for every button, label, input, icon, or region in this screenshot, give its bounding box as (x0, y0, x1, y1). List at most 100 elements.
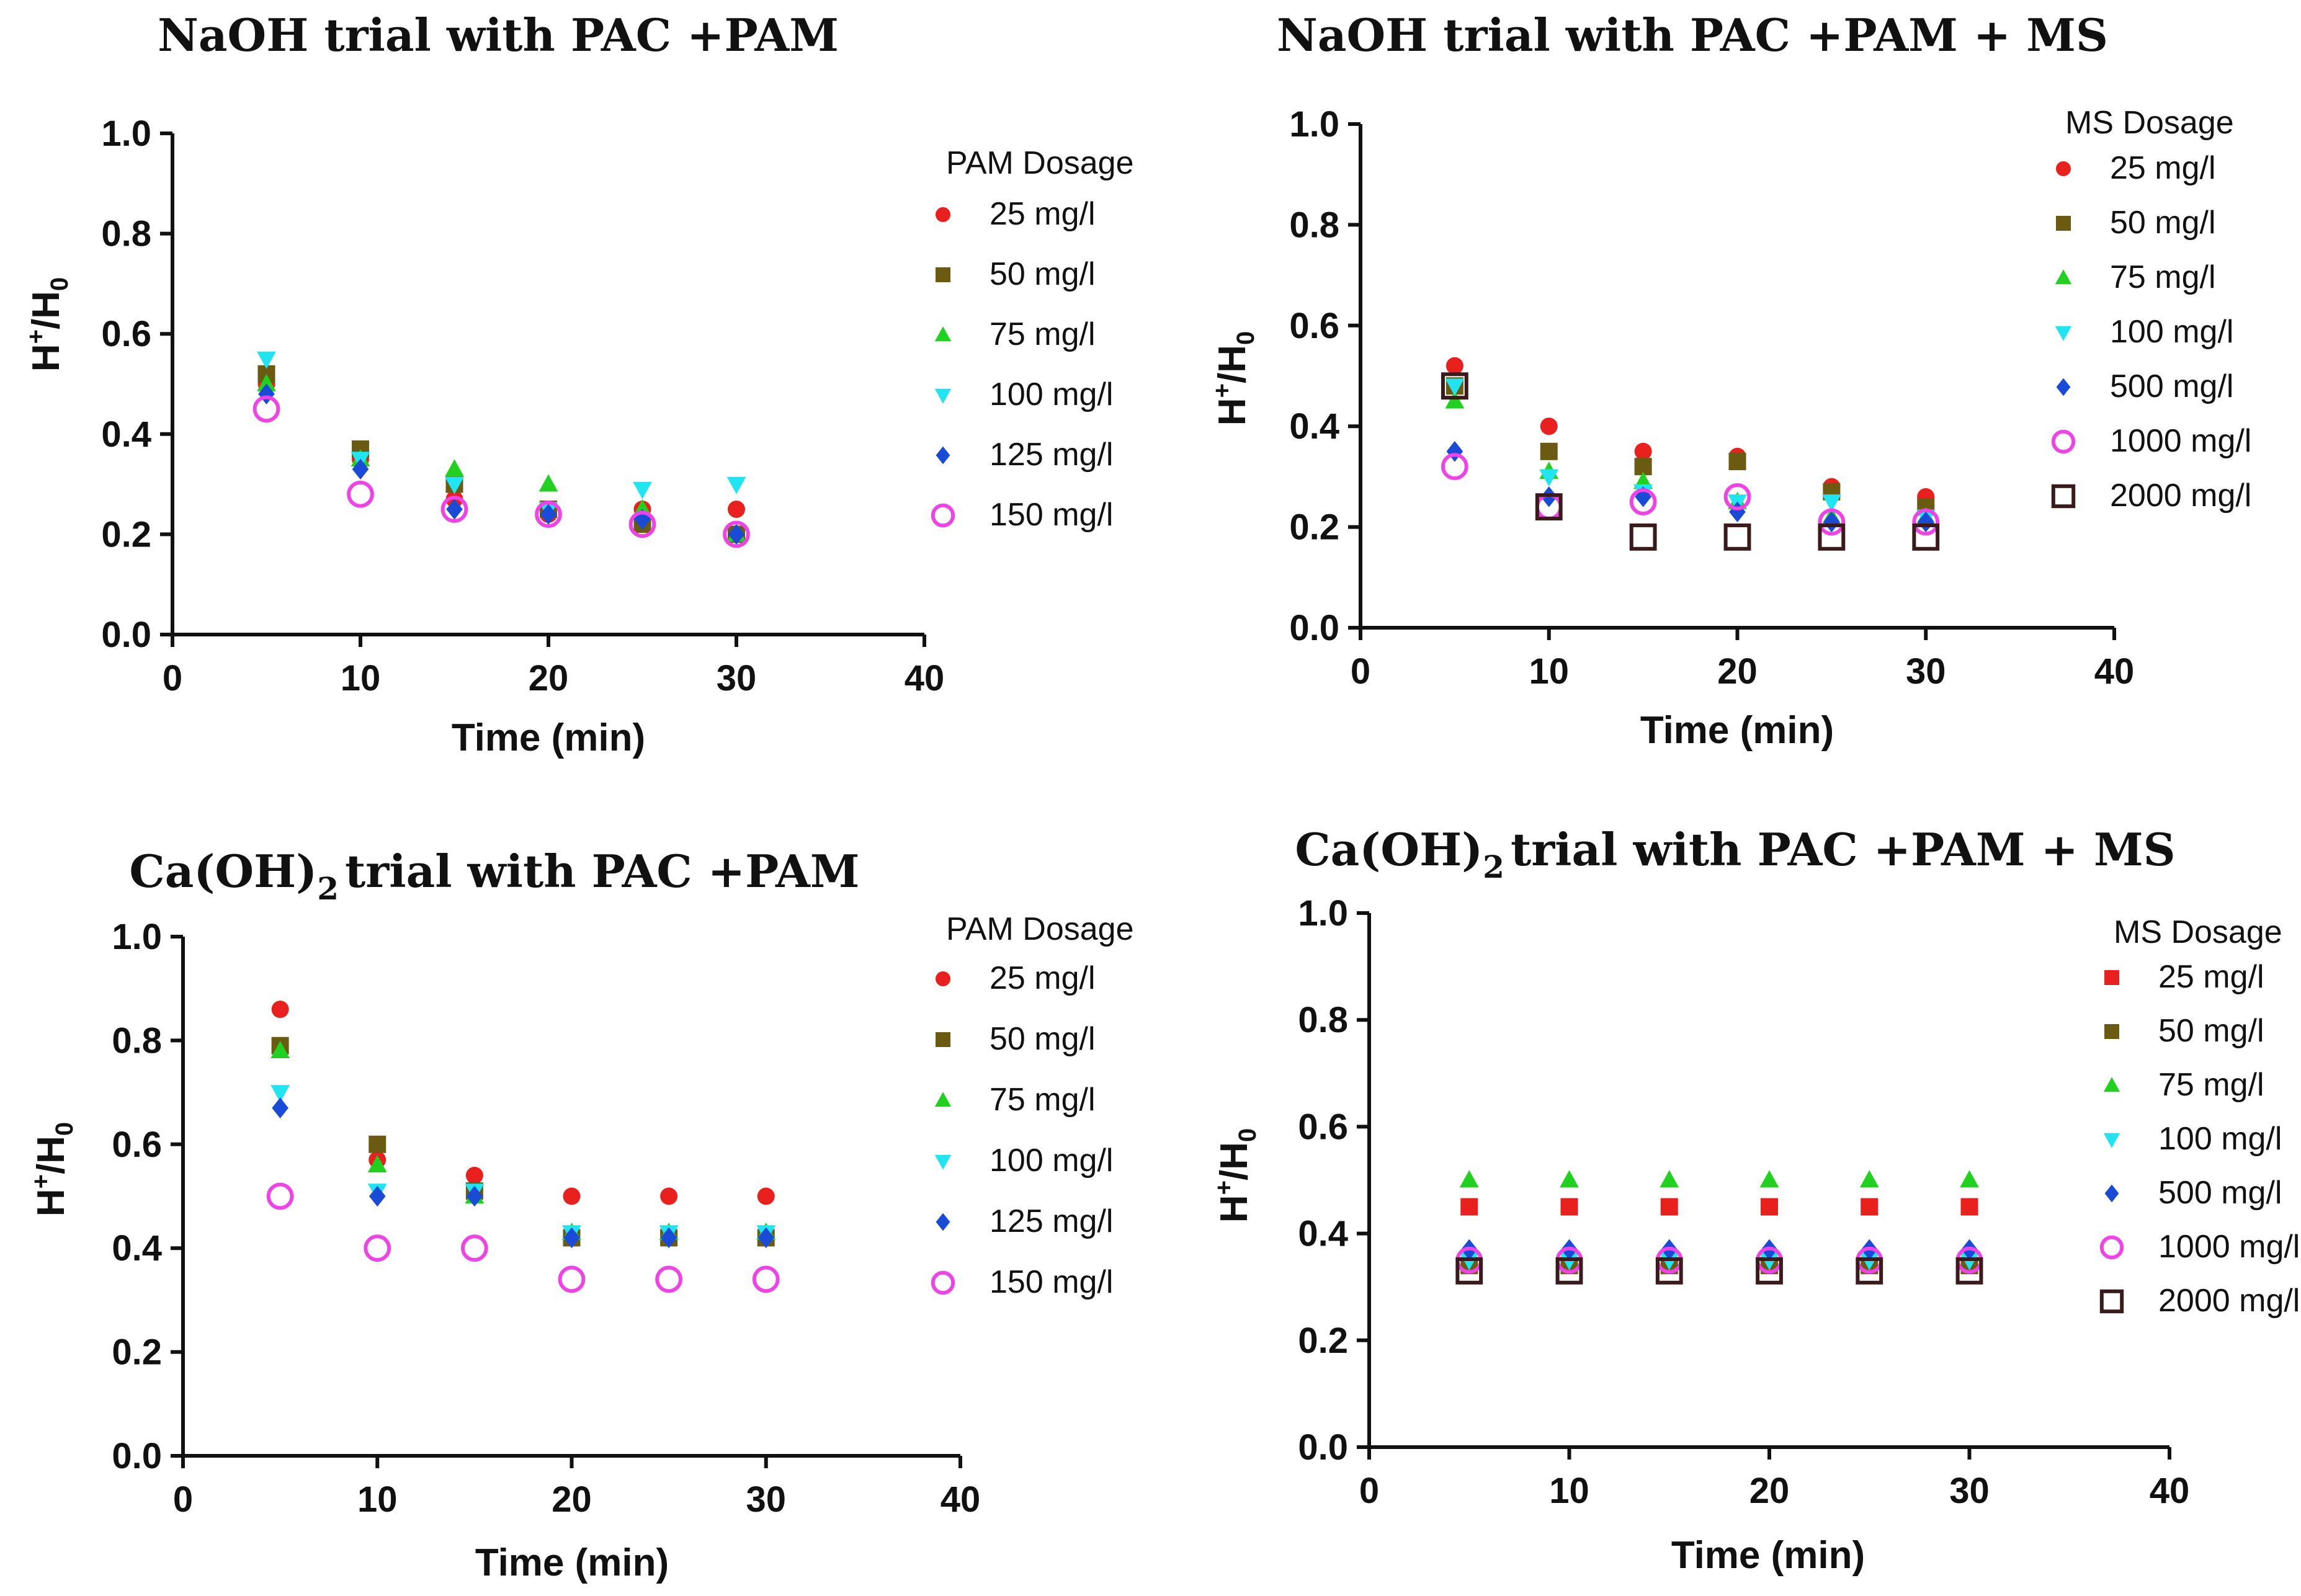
legend-entry: 50 mg/l (990, 1021, 1096, 1057)
x-tick-label: 20 (1749, 1471, 1790, 1511)
data-point (1560, 1198, 1578, 1216)
legend-entry: 500 mg/l (2158, 1175, 2282, 1211)
x-tick-label: 30 (1906, 651, 1946, 692)
y-axis-label: H+/H0 (1210, 1128, 1261, 1223)
data-point (628, 510, 656, 538)
ticks: 0 10 20 30 40 0.0 0.2 0.4 0.6 0.8 1.0 (1298, 893, 2189, 1511)
legend-marker (936, 446, 950, 465)
data-point (257, 373, 276, 391)
panel-title: Ca(OH)2 trial with PAC +PAM + MS (1295, 823, 2175, 885)
legend-entry: 100 mg/l (2110, 314, 2233, 350)
series-25-mgl (257, 375, 745, 524)
data-point (1455, 1257, 1483, 1285)
legend-marker (931, 503, 955, 528)
data-point (538, 474, 558, 492)
data-point (272, 1097, 288, 1119)
legend-marker (2055, 269, 2072, 285)
data-point (1655, 1257, 1683, 1285)
data-point (757, 1227, 775, 1249)
legend-entry: 75 mg/l (990, 1082, 1096, 1118)
legend-entry: 500 mg/l (2110, 368, 2233, 404)
data-point (728, 524, 745, 545)
y-tick-label: 1.0 (1289, 104, 1339, 145)
data-point (270, 1085, 290, 1103)
data-point (1821, 494, 1841, 512)
x-tick-label: 30 (746, 1479, 786, 1520)
y-tick-label: 0.4 (101, 414, 151, 455)
series-50-mgl (1445, 377, 1935, 516)
data-point (1723, 523, 1751, 551)
series-1000-mgl (1455, 1246, 1983, 1274)
data-point (1756, 1257, 1783, 1285)
data-point (1539, 469, 1559, 487)
y-tick-label: 0.8 (101, 214, 151, 254)
data-point (440, 496, 468, 523)
data-point (1859, 1170, 1879, 1188)
legend-marker (934, 1154, 952, 1170)
data-point (752, 1265, 780, 1293)
data-point (1759, 1252, 1779, 1270)
legend-marker (934, 326, 952, 342)
legend-title: MS Dosage (2065, 105, 2234, 141)
data-point (1912, 523, 1940, 551)
data-point (460, 1234, 488, 1262)
data-point (445, 476, 464, 494)
data-point (660, 1227, 677, 1249)
x-tick-label: 20 (552, 1479, 592, 1520)
data-point (364, 1234, 391, 1262)
legend-entry: 125 mg/l (990, 437, 1113, 473)
data-point (1459, 1170, 1479, 1188)
data-point (1818, 508, 1846, 536)
series-2000-mgl (1441, 372, 1940, 551)
y-tick-label: 0.6 (101, 314, 151, 354)
legend-entry: 50 mg/l (990, 256, 1096, 292)
y-tick-label: 0.8 (1289, 205, 1339, 245)
panel-title: NaOH trial with PAC +PAM (158, 9, 839, 61)
x-tick-label: 30 (1949, 1471, 1990, 1511)
legend-entry: 100 mg/l (2158, 1121, 2282, 1157)
panel-naoh-pac-pam-ms: NaOH trial with PAC +PAM + MS H+/H0 Time… (1209, 9, 2251, 752)
legend-entry: 75 mg/l (2158, 1067, 2264, 1103)
series-150-mgl (266, 1182, 780, 1293)
y-tick-label: 1.0 (101, 114, 151, 154)
data-point (655, 1265, 683, 1293)
x-axis-label: Time (min) (1640, 709, 1834, 752)
y-tick-label: 0.2 (1298, 1321, 1348, 1361)
ticks: 0 10 20 30 40 0.0 0.2 0.4 0.6 0.8 1.0 (101, 114, 944, 698)
y-tick-label: 0.6 (112, 1125, 162, 1165)
data-point (1441, 453, 1468, 481)
data-point (1723, 483, 1751, 510)
x-tick-label: 0 (163, 658, 182, 698)
svg-text:H+/H0: H+/H0 (1209, 331, 1259, 426)
data-point (1960, 1252, 1979, 1270)
series-2000-mgl (1455, 1257, 1983, 1285)
data-point (1634, 442, 1652, 460)
y-tick-label: 0.4 (112, 1228, 162, 1268)
legend-marker (934, 388, 952, 404)
data-point (1955, 1257, 1983, 1285)
ticks: 0 10 20 30 40 0.0 0.2 0.4 0.6 0.8 1.0 (1289, 104, 2134, 692)
series-75-mgl (1445, 391, 1936, 525)
x-tick-label: 40 (2150, 1471, 2190, 1511)
panel-title: Ca(OH)2 trial with PAC +PAM (129, 845, 859, 907)
y-axis-label: H+/H0 (1209, 331, 1259, 426)
legend-marker (936, 207, 950, 222)
legend-entry: 100 mg/l (990, 377, 1113, 412)
legend-marker (2104, 970, 2119, 985)
data-marks (1455, 1170, 1983, 1285)
data-point (726, 476, 746, 494)
y-tick-label: 0.4 (1298, 1214, 1348, 1254)
legend-marker (2051, 429, 2076, 454)
data-point (1728, 453, 1746, 471)
data-marks (1441, 357, 1940, 551)
x-tick-label: 10 (1549, 1471, 1589, 1511)
data-point (723, 520, 750, 548)
panel-caoh2-pac-pam-ms: Ca(OH)2 trial with PAC +PAM + MS H+/H0 Ti… (1210, 823, 2300, 1577)
series-25-mgl (1460, 1198, 1978, 1216)
series-75-mgl (257, 373, 746, 542)
data-point (252, 395, 280, 423)
series-500-mgl (1460, 1239, 1978, 1260)
legend-entry: 2000 mg/l (2110, 478, 2251, 514)
legend-entry: 25 mg/l (990, 960, 1096, 996)
